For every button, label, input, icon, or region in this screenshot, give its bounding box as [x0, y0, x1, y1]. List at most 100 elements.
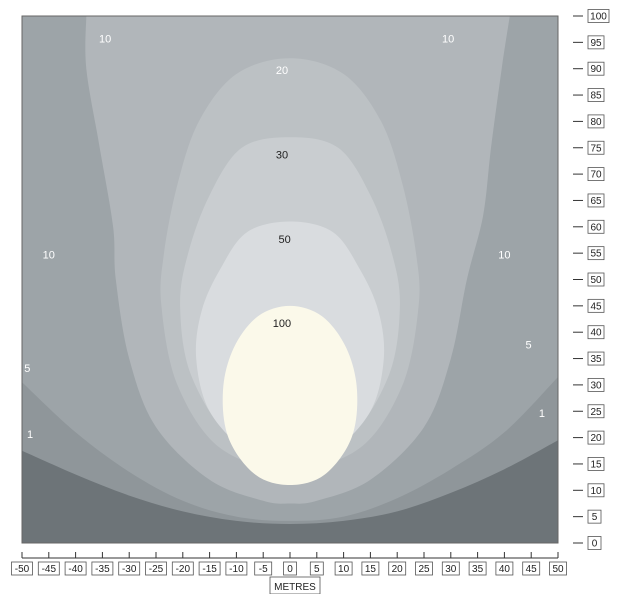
contour-label: 5 — [24, 363, 30, 375]
x-tick-box — [441, 561, 460, 576]
x-tick-label: 40 — [499, 564, 511, 575]
y-tick-box — [587, 509, 602, 524]
y-tick-label: 10 — [590, 486, 602, 497]
x-tick-label: 20 — [392, 564, 404, 575]
x-tick-label: 15 — [365, 564, 377, 575]
x-tick-box — [334, 561, 353, 576]
y-tick-box — [587, 35, 605, 50]
y-tick-box — [587, 246, 605, 261]
y-tick-label: 85 — [590, 91, 602, 102]
x-axis-title-box: METRES — [269, 576, 321, 594]
x-tick-box — [198, 561, 221, 576]
y-tick-label: 30 — [590, 380, 602, 391]
x-tick-label: -20 — [176, 564, 191, 575]
x-tick-box — [361, 561, 380, 576]
y-tick-box — [587, 219, 605, 234]
contour-label: 30 — [276, 150, 288, 162]
y-tick-box — [587, 167, 605, 182]
y-tick-box — [587, 430, 605, 445]
contour-label: 10 — [498, 250, 510, 262]
y-tick-label: 55 — [590, 249, 602, 260]
x-tick-label: -30 — [122, 564, 137, 575]
x-axis-title: METRES — [274, 582, 316, 593]
y-tick-label: 95 — [590, 38, 602, 49]
x-tick-box — [37, 561, 60, 576]
x-tick-label: 35 — [472, 564, 484, 575]
x-tick-box — [254, 561, 273, 576]
x-tick-label: 0 — [287, 564, 293, 575]
y-tick-box — [587, 457, 605, 471]
y-tick-box — [587, 9, 610, 23]
x-axis: -50 -45 -40 -35 -30 -25 -20 -15 -10 -5 0 5 10 15 20 25 3… — [11, 552, 567, 576]
x-tick-box — [495, 561, 514, 576]
y-tick-box — [587, 193, 605, 208]
x-tick-box — [11, 561, 33, 576]
y-tick-box — [587, 377, 605, 392]
y-tick-box — [587, 325, 605, 340]
contour-label: 20 — [276, 65, 288, 77]
y-tick-label: 25 — [590, 407, 602, 418]
x-tick-box — [468, 561, 487, 576]
x-tick-box — [388, 561, 407, 576]
x-tick-label: -35 — [95, 564, 110, 575]
y-tick-label: 70 — [590, 170, 602, 181]
y-axis: 0 5 10 15 20 25 30 35 40 45 50 55 60 65 70 75 80 85 90 95 10… — [573, 9, 610, 550]
y-tick-box — [587, 351, 605, 366]
x-tick-label: 5 — [314, 564, 320, 575]
y-tick-box — [587, 536, 602, 550]
x-tick-label: -15 — [202, 564, 217, 575]
x-tick-box — [118, 561, 141, 576]
y-tick-box — [587, 483, 605, 498]
y-tick-label: 45 — [590, 301, 602, 312]
contour-label: 1 — [27, 429, 33, 441]
contour-label: 10 — [99, 34, 111, 46]
contour-label: 100 — [273, 318, 291, 330]
x-tick-label: -5 — [259, 564, 268, 575]
x-tick-box — [145, 561, 167, 576]
y-tick-label: 90 — [590, 64, 602, 75]
y-tick-label: 35 — [590, 354, 602, 365]
y-tick-label: 75 — [590, 143, 602, 154]
x-tick-label: -50 — [15, 564, 30, 575]
x-tick-label: 10 — [338, 564, 350, 575]
x-tick-box — [171, 561, 194, 576]
x-tick-box — [522, 561, 541, 576]
x-tick-label: 30 — [445, 564, 457, 575]
x-tick-label: -45 — [42, 564, 57, 575]
contour-level-100 — [222, 305, 358, 485]
y-tick-label: 80 — [590, 117, 602, 128]
x-tick-label: -40 — [68, 564, 83, 575]
x-tick-box — [225, 561, 248, 576]
y-tick-label: 65 — [590, 196, 602, 207]
plot-border — [21, 15, 559, 544]
y-tick-label: 5 — [592, 512, 598, 523]
y-tick-label: 50 — [590, 275, 602, 286]
y-tick-box — [587, 61, 605, 76]
y-tick-label: 0 — [592, 539, 598, 550]
contour-label: 10 — [43, 250, 55, 262]
x-tick-box — [415, 561, 433, 576]
x-axis-title-frame — [269, 576, 321, 594]
y-tick-label: 20 — [590, 433, 602, 444]
contour-bands — [22, 16, 558, 524]
y-tick-box — [587, 88, 605, 102]
x-tick-box — [549, 561, 567, 576]
y-tick-label: 15 — [590, 459, 602, 470]
y-tick-box — [587, 404, 605, 419]
x-tick-label: 25 — [418, 564, 430, 575]
y-tick-box — [587, 114, 605, 129]
contour-label: 50 — [279, 234, 291, 246]
y-tick-box — [587, 272, 605, 287]
y-tick-label: 60 — [590, 222, 602, 233]
x-tick-box — [283, 561, 297, 576]
x-tick-label: -25 — [149, 564, 164, 575]
x-tick-label: 50 — [552, 564, 564, 575]
x-tick-box — [91, 561, 114, 576]
contour-label: 10 — [442, 34, 454, 46]
contour-label: 5 — [525, 339, 531, 351]
x-tick-box — [64, 561, 87, 576]
x-tick-label: 45 — [526, 564, 538, 575]
y-tick-box — [587, 298, 605, 313]
x-tick-box — [309, 561, 324, 576]
